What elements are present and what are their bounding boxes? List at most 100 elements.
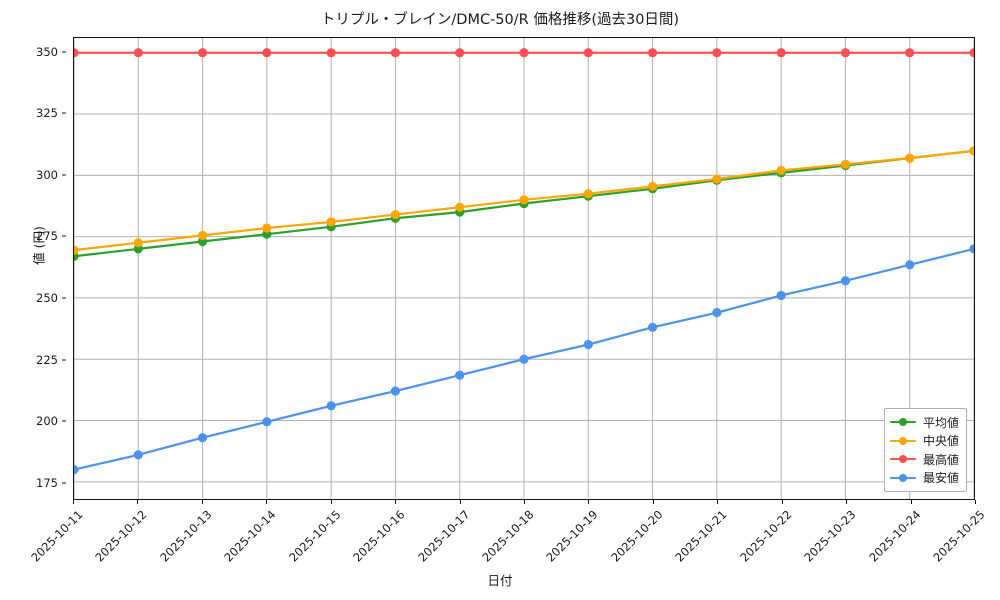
data-point [840,159,851,169]
data-point [712,308,722,318]
x-tick-mark [73,500,74,504]
x-tick-label: 2025-10-18 [479,507,537,565]
y-tick-mark [62,112,66,114]
data-point [390,209,401,220]
data-point [712,174,722,184]
x-axis-label: 日付 [487,573,513,588]
data-point [905,153,915,163]
data-point [262,48,272,58]
data-point [840,276,851,286]
legend-swatch-icon [890,472,916,484]
legend-label: 平均値 [923,415,960,430]
x-tick-label: 2025-10-15 [286,507,344,565]
data-point [390,386,401,396]
data-point [969,146,974,156]
legend-item-平均値[interactable]: 平均値 [890,413,959,432]
data-point [969,244,974,254]
gridlines [74,38,974,499]
data-point [776,290,786,301]
y-tick-label: 325 [36,106,58,121]
y-tick-label: 275 [36,229,58,244]
data-point [74,464,79,475]
data-point [712,48,722,58]
data-point [519,354,529,364]
data-point [519,48,529,58]
data-point [583,339,593,350]
x-tick-label: 2025-10-13 [157,507,215,565]
x-tick-mark [975,500,976,504]
data-point [647,48,658,58]
data-point [390,48,401,58]
y-tick-mark [62,235,66,237]
data-point [969,48,974,58]
y-tick-label: 175 [36,475,58,490]
data-point [197,230,208,240]
data-point [583,48,593,58]
data-point [455,48,465,58]
x-tick-label: 2025-10-11 [28,507,86,565]
data-point [455,370,465,380]
y-tick-mark [62,51,66,53]
legend-item-中央値[interactable]: 中央値 [890,432,959,451]
x-tick-label: 2025-10-25 [930,507,988,565]
data-point [905,48,915,58]
y-tick-mark [62,420,66,422]
data-point [74,245,79,255]
x-tick-mark [524,500,525,504]
x-tick-mark [846,500,848,504]
legend-label: 最高値 [923,452,960,467]
x-tick-label: 2025-10-12 [92,507,150,565]
x-tick-label: 2025-10-19 [543,507,601,565]
legend-label: 中央値 [923,434,960,449]
data-point [776,48,786,58]
legend-swatch-icon [890,453,916,465]
legend-swatch-icon [890,416,916,428]
legend-item-最高値[interactable]: 最高値 [890,450,959,469]
data-point [583,189,593,199]
data-point [326,217,336,227]
y-tick-mark [62,297,66,299]
data-point [905,260,915,270]
data-point [74,48,79,58]
data-point [133,48,143,58]
legend-label: 最安値 [923,471,960,486]
x-tick-mark [266,500,268,504]
y-tick-label: 200 [36,414,58,429]
legend-item-最安値[interactable]: 最安値 [890,469,959,488]
x-axis-tick-labels: 2025-10-11 2025-10-12 2025-10-13 2025-10-14… [28,500,987,570]
x-tick-mark [781,500,783,504]
chart-legend[interactable]: 平均値中央値最高値最安値 [884,408,968,492]
y-tick-label: 225 [36,352,58,367]
x-tick-label: 2025-10-17 [414,507,473,565]
data-point [455,202,465,212]
x-tick-label: 2025-10-23 [801,507,859,565]
data-point [519,195,529,205]
y-tick-label: 300 [36,167,58,182]
y-tick-mark [62,174,66,176]
data-point [840,48,851,58]
data-point [197,433,208,443]
x-tick-label: 2025-10-20 [608,507,666,565]
plot-area [73,37,975,500]
x-tick-label: 2025-10-24 [865,507,924,565]
data-series-layer [74,48,974,475]
x-tick-mark [395,500,397,504]
y-tick-mark [62,359,66,361]
data-point [262,417,272,427]
x-tick-mark [137,500,139,504]
data-point [133,238,143,248]
x-tick-mark [459,500,461,504]
x-tick-label: 2025-10-21 [672,507,730,565]
data-point [197,48,208,58]
x-tick-mark [717,500,719,504]
x-tick-mark [910,500,912,504]
y-tick-label: 350 [36,44,58,59]
x-tick-label: 2025-10-16 [350,507,408,565]
x-tick-mark [201,500,203,504]
x-tick-mark [330,500,332,504]
x-tick-mark [652,500,654,504]
data-point [262,223,272,233]
x-tick-label: 2025-10-22 [737,507,795,565]
data-point [776,165,786,175]
